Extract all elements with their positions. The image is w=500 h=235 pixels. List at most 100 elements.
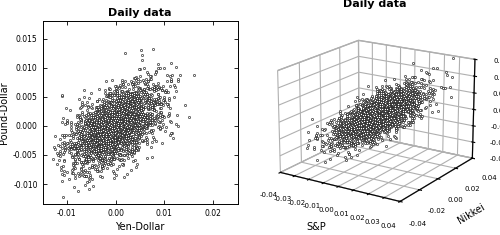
Point (104, 125, 112, 128)
Point (92, 131, 100, 134)
Point (87, 115, 95, 119)
Point (158, 103, 166, 106)
Point (124, 102, 132, 106)
Point (100, 148, 108, 152)
Point (121, 118, 129, 122)
Point (88, 147, 96, 151)
Point (86, 170, 94, 174)
Point (100, 121, 108, 125)
Point (118, 115, 126, 119)
Point (55, 158, 63, 162)
Point (114, 105, 122, 109)
Point (111, 118, 119, 122)
Point (121, 111, 129, 114)
Point (116, 116, 124, 120)
Point (100, 105, 108, 109)
Point (126, 130, 134, 134)
Point (141, 101, 149, 105)
Point (120, 112, 128, 116)
Point (132, 92, 140, 95)
Point (108, 121, 116, 125)
Point (106, 125, 114, 129)
Point (54, 144, 62, 147)
Point (158, 114, 166, 118)
Point (101, 111, 109, 115)
Point (84, 137, 92, 141)
Point (112, 102, 120, 106)
Point (132, 96, 140, 99)
Point (110, 118, 118, 122)
Point (110, 93, 118, 97)
Point (62, 122, 70, 126)
Point (130, 136, 138, 140)
Point (140, 92, 147, 96)
Point (136, 115, 144, 118)
Point (145, 96, 153, 100)
Point (132, 98, 140, 102)
Point (128, 105, 136, 109)
Point (98, 164, 106, 168)
Point (139, 113, 147, 117)
Point (130, 103, 138, 106)
Point (134, 97, 142, 101)
Point (102, 144, 110, 148)
Point (112, 173, 120, 177)
Point (76, 133, 84, 137)
Point (113, 156, 121, 159)
Point (80, 154, 88, 158)
Point (142, 126, 150, 129)
Point (133, 129, 141, 132)
Point (131, 92, 139, 96)
Point (138, 113, 146, 117)
Point (102, 141, 110, 145)
Point (154, 63, 162, 66)
Point (93, 131, 101, 135)
Point (110, 118, 118, 121)
Point (103, 121, 111, 125)
Point (118, 127, 126, 131)
Point (90, 123, 98, 127)
Point (86, 137, 94, 141)
Point (76, 105, 84, 109)
Point (110, 104, 118, 108)
Point (120, 110, 128, 114)
Point (82, 144, 90, 147)
Point (102, 134, 110, 138)
Point (130, 124, 138, 127)
Point (78, 124, 86, 128)
Point (96, 132, 104, 135)
Point (134, 111, 142, 115)
Point (98, 118, 106, 121)
Point (89, 138, 97, 142)
Point (127, 125, 135, 128)
Point (106, 129, 114, 133)
Point (63, 170, 71, 174)
Point (150, 102, 158, 106)
Point (136, 67, 143, 71)
Point (152, 97, 160, 101)
Point (114, 123, 122, 127)
Point (134, 108, 142, 111)
Point (92, 123, 100, 127)
Point (124, 135, 132, 138)
Point (104, 123, 112, 127)
Point (148, 112, 156, 116)
Point (142, 92, 150, 95)
Point (91, 164, 99, 167)
Point (98, 132, 106, 136)
Point (73, 125, 81, 128)
Point (122, 125, 130, 129)
Point (102, 119, 110, 122)
Point (93, 132, 101, 136)
Point (90, 116, 98, 120)
Point (118, 145, 126, 149)
Point (134, 118, 141, 121)
Point (118, 114, 126, 117)
Point (123, 120, 131, 124)
Point (94, 136, 102, 140)
Point (77, 136, 85, 140)
Point (92, 136, 100, 139)
Point (100, 105, 108, 108)
Point (98, 121, 106, 124)
Point (128, 108, 136, 111)
